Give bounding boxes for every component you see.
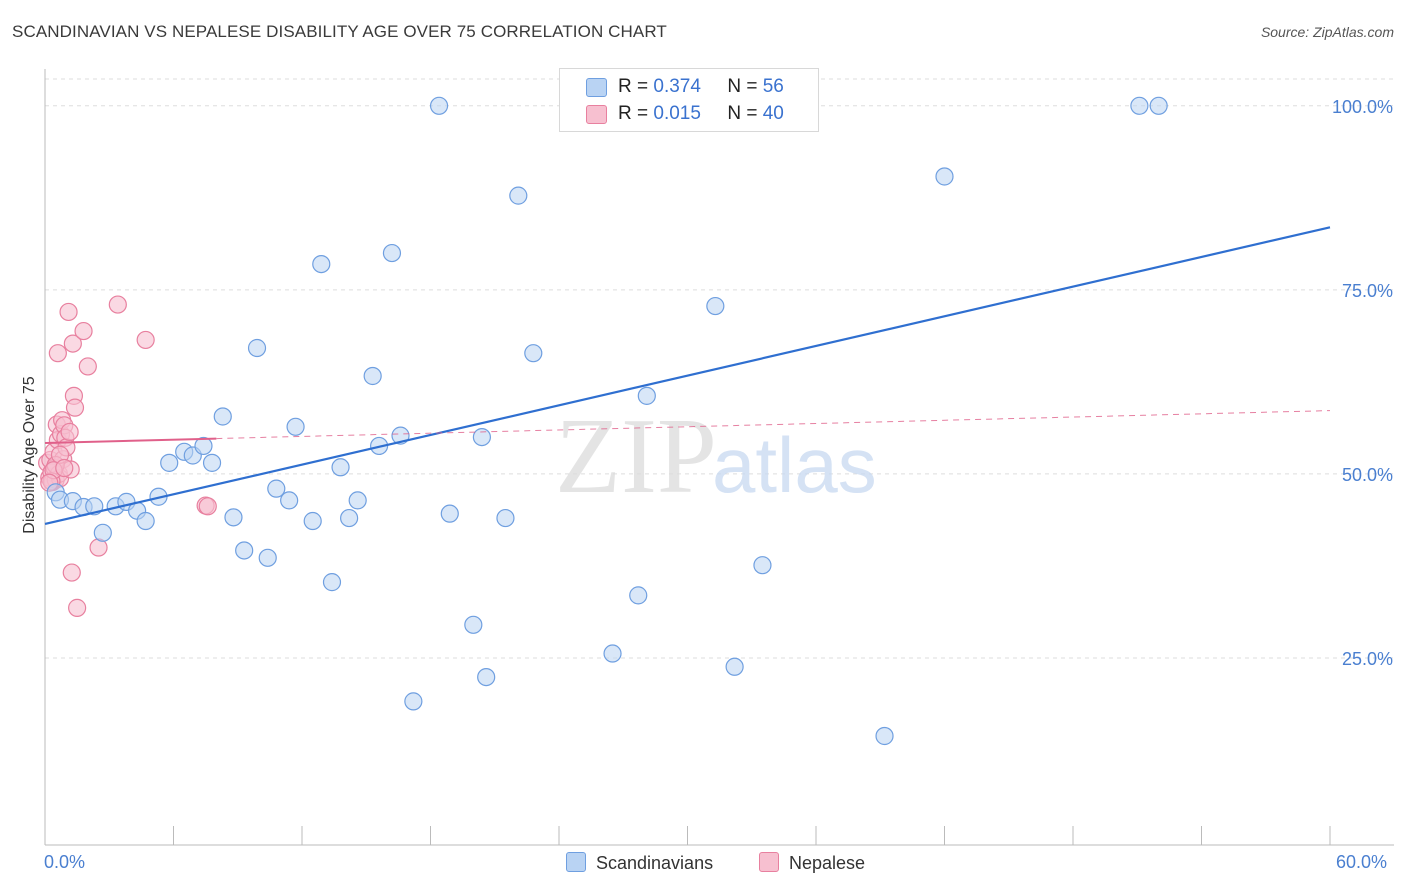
- scandinavian-point: [213, 407, 232, 426]
- scandinavian-point: [524, 344, 543, 363]
- bottom-legend-label: Nepalese: [789, 853, 866, 873]
- scandinavian-point: [303, 511, 322, 531]
- scandinavian-point: [477, 667, 496, 687]
- stats-legend: R = 0.374 N = 56 R = 0.015 N = 40: [559, 68, 819, 132]
- scandinavian-point: [93, 523, 112, 542]
- scandinavian-point: [875, 726, 894, 746]
- y-tick-label: 75.0%: [1342, 281, 1393, 301]
- scandinavian-point: [258, 548, 277, 567]
- scandinavian-point: [224, 508, 243, 527]
- scandinavian-point: [429, 96, 449, 115]
- legend-n-value: 56: [762, 76, 784, 97]
- chart-title: SCANDINAVIAN VS NEPALESE DISABILITY AGE …: [12, 22, 667, 41]
- nepalese-point: [55, 458, 74, 478]
- watermark-zip: ZIP: [555, 397, 717, 516]
- legend-r-label: R =: [618, 76, 649, 97]
- bottom-legend-swatch-blue: [566, 852, 586, 872]
- scandinavian-point: [348, 491, 367, 510]
- x-tick-min: 0.0%: [44, 852, 86, 872]
- scandinavian-point: [247, 338, 267, 358]
- scandinavian-point: [340, 508, 359, 528]
- scandinavian-point: [637, 386, 656, 405]
- nepalese-point: [74, 321, 93, 341]
- nepalese-point: [78, 357, 97, 376]
- y-tick-label: 50.0%: [1342, 465, 1393, 485]
- scandinavian-point: [160, 453, 179, 472]
- scandinavian-point: [706, 296, 725, 316]
- bottom-legend-swatch-pink: [759, 852, 779, 872]
- nepalese-point: [60, 422, 79, 442]
- scandinavian-point: [603, 644, 622, 663]
- scandinavian-point: [194, 436, 213, 456]
- scandinavian-point: [382, 243, 402, 263]
- scandinavian-point: [404, 692, 423, 711]
- legend-r-value: 0.015: [653, 103, 701, 124]
- scandinavian-point: [1149, 96, 1168, 115]
- scandinavian-point: [235, 541, 254, 560]
- legend-swatch-pink: [586, 105, 607, 124]
- scandinavian-point: [1130, 96, 1149, 115]
- scandinavian-trendline: [44, 226, 1331, 526]
- nepalese-point: [108, 295, 127, 314]
- y-axis-label: Disability Age Over 75: [21, 376, 38, 534]
- scandinavian-point: [464, 615, 483, 634]
- scandinavian-points: [46, 96, 1168, 746]
- nepalese-trendline: [44, 437, 217, 444]
- scandinavian-point: [629, 586, 648, 605]
- scandinavian-point: [286, 417, 305, 436]
- scandinavian-point: [935, 167, 954, 186]
- nepalese-point: [59, 302, 78, 322]
- bottom-legend-nepalese: Nepalese: [759, 852, 865, 874]
- scandinavian-point: [312, 254, 331, 274]
- legend-n-label: N =: [727, 103, 758, 124]
- trend-layer: [44, 226, 1331, 526]
- scandinavian-point: [725, 657, 744, 676]
- y-tick-label: 25.0%: [1342, 649, 1393, 669]
- legend-row-nepalese: R = 0.015 N = 40: [560, 101, 818, 127]
- watermark-atlas: atlas: [712, 421, 877, 509]
- scandinavian-point: [322, 573, 342, 592]
- scandinavian-point: [202, 453, 222, 472]
- nepalese-point: [68, 598, 87, 617]
- scandinavian-point: [440, 504, 459, 523]
- legend-n-label: N =: [727, 76, 758, 97]
- scandinavian-point: [136, 511, 155, 531]
- nepalese-point: [136, 330, 155, 350]
- bottom-legend-label: Scandinavians: [596, 853, 714, 873]
- legend-row-scandinavians: R = 0.374 N = 56: [560, 74, 818, 100]
- x-tick-max: 60.0%: [1336, 852, 1388, 872]
- nepalese-point: [62, 563, 81, 582]
- y-tick-label: 100.0%: [1332, 97, 1393, 117]
- scandinavian-point: [267, 479, 286, 498]
- scandinavian-point: [496, 508, 515, 528]
- bottom-legend-scandinavians: Scandinavians: [566, 852, 713, 874]
- source-label: Source: ZipAtlas.com: [1260, 24, 1394, 40]
- scandinavian-point: [753, 556, 772, 575]
- scandinavian-point: [509, 186, 528, 205]
- nepalese-point: [48, 344, 67, 363]
- legend-r-label: R =: [618, 103, 649, 124]
- nepalese-trendline-extended: [216, 410, 1331, 440]
- legend-n-value: 40: [762, 103, 784, 124]
- legend-r-value: 0.374: [653, 76, 701, 97]
- scandinavian-point: [280, 491, 299, 510]
- nepalese-point: [63, 334, 82, 353]
- scandinavian-point: [472, 427, 491, 447]
- nepalese-point: [198, 497, 217, 516]
- legend-swatch-blue: [586, 78, 607, 97]
- nepalese-point: [65, 398, 85, 417]
- scandinavian-point: [331, 458, 350, 477]
- axis-layer: [44, 69, 1394, 846]
- grid-layer: 25.0% 50.0% 75.0% 100.0%: [45, 78, 1394, 669]
- scandinavian-point: [363, 366, 382, 386]
